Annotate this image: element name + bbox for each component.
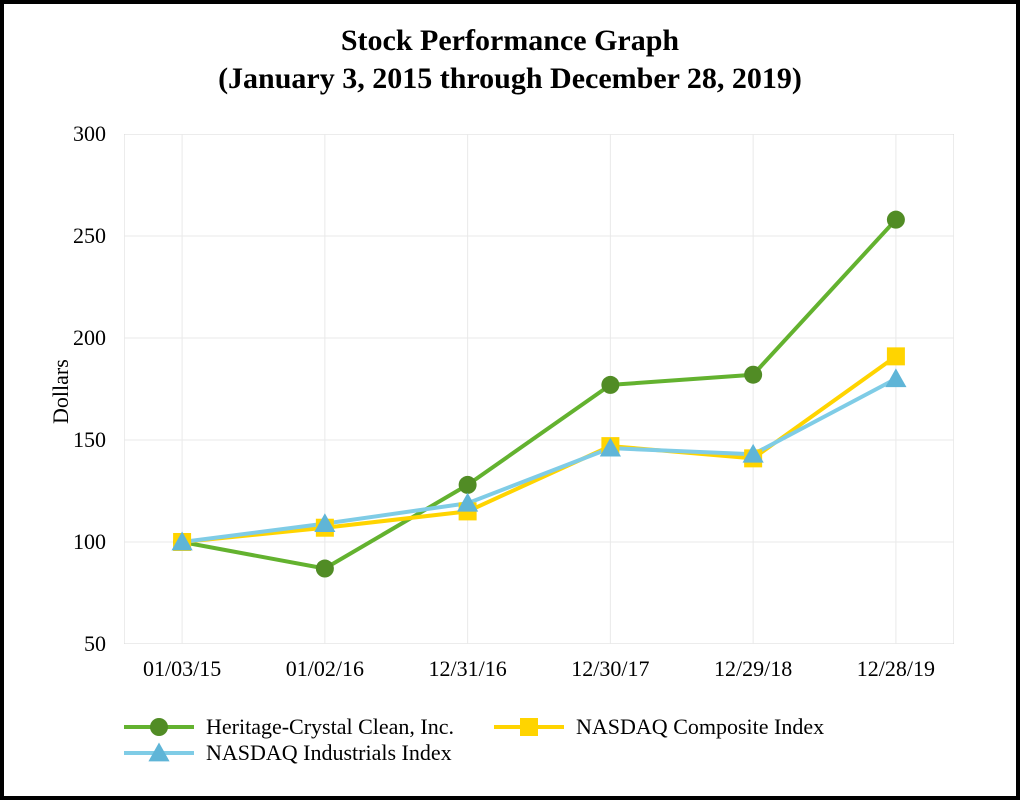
y-tick-label: 200 (73, 325, 106, 351)
y-tick-label: 300 (73, 121, 106, 147)
x-tick-label: 12/31/16 (428, 656, 506, 682)
legend-item: NASDAQ Composite Index (494, 714, 824, 740)
y-tick-label: 150 (73, 427, 106, 453)
legend-item: Heritage-Crystal Clean, Inc. (124, 714, 454, 740)
x-tick-label: 12/30/17 (571, 656, 649, 682)
chart-title: Stock Performance Graph (January 3, 2015… (4, 22, 1016, 97)
legend-label: NASDAQ Composite Index (576, 714, 824, 740)
x-tick-label: 12/28/19 (857, 656, 935, 682)
plot-area (124, 134, 954, 644)
legend-label: NASDAQ Industrials Index (206, 740, 452, 766)
chart-title-line2: (January 3, 2015 through December 28, 20… (4, 60, 1016, 98)
y-axis-label: Dollars (48, 359, 74, 424)
y-tick-label: 100 (73, 529, 106, 555)
y-tick-label: 50 (84, 631, 106, 657)
legend-row: NASDAQ Industrials Index (124, 740, 944, 766)
chart-frame: Stock Performance Graph (January 3, 2015… (0, 0, 1020, 800)
legend-label: Heritage-Crystal Clean, Inc. (206, 714, 454, 740)
chart-title-line1: Stock Performance Graph (4, 22, 1016, 60)
legend-item: NASDAQ Industrials Index (124, 740, 452, 766)
x-tick-label: 01/03/15 (143, 656, 221, 682)
y-tick-label: 250 (73, 223, 106, 249)
legend-row: Heritage-Crystal Clean, Inc. NASDAQ Compo… (124, 714, 944, 740)
x-tick-label: 01/02/16 (286, 656, 364, 682)
x-tick-label: 12/29/18 (714, 656, 792, 682)
legend: Heritage-Crystal Clean, Inc. NASDAQ Compo… (124, 714, 944, 766)
